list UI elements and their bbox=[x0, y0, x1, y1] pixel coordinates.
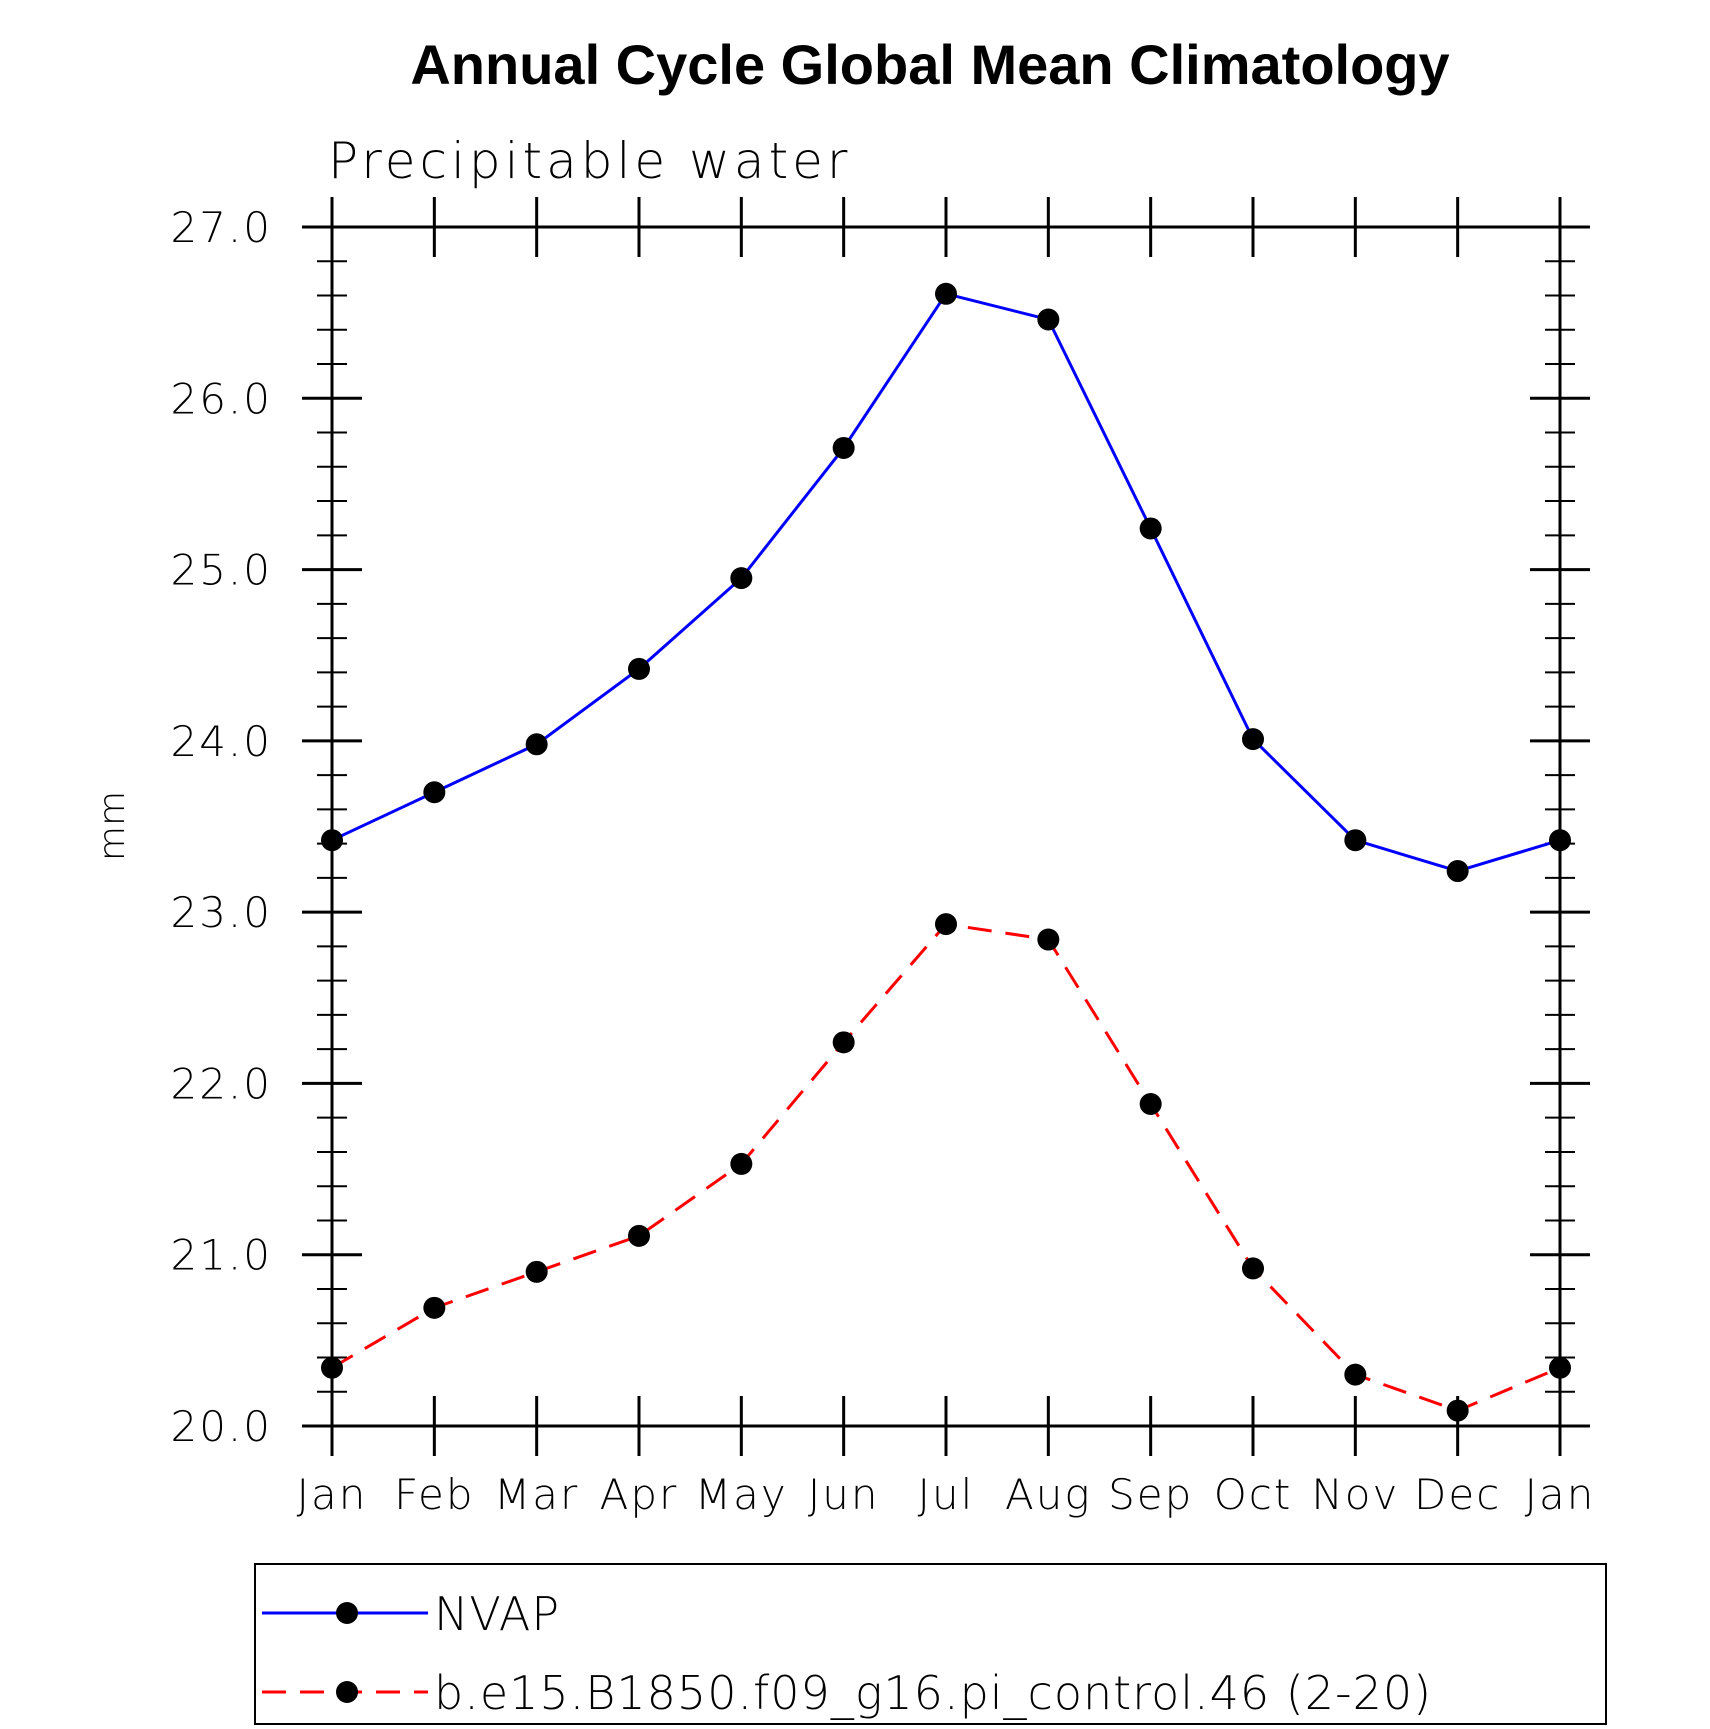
legend-entries: NVAP b.e15.B1850.f09_g16.pi_control.46 (2… bbox=[262, 1587, 1432, 1720]
y-axis-label: mm bbox=[92, 791, 133, 861]
data-point bbox=[1242, 728, 1264, 751]
data-point bbox=[628, 1224, 650, 1247]
data-point bbox=[1549, 1356, 1571, 1379]
data-point bbox=[525, 733, 548, 756]
data-point bbox=[1344, 829, 1367, 852]
data-point bbox=[1037, 308, 1060, 331]
x-tick-label: Nov bbox=[1311, 1470, 1399, 1519]
y-tick-label: 20.0 bbox=[170, 1402, 272, 1451]
x-tick-label: Mar bbox=[494, 1470, 579, 1519]
x-tick-label: Jan bbox=[297, 1470, 368, 1519]
series-layer bbox=[321, 282, 1571, 1422]
x-tick-label: Sep bbox=[1108, 1470, 1193, 1519]
chart-title: Annual Cycle Global Mean Climatology bbox=[410, 33, 1449, 96]
data-point bbox=[832, 436, 855, 459]
x-tick-label: Jul bbox=[918, 1470, 975, 1519]
y-tick-label: 24.0 bbox=[170, 717, 272, 766]
data-point bbox=[1139, 517, 1162, 540]
data-point bbox=[1446, 860, 1469, 883]
data-point bbox=[321, 829, 343, 852]
y-tick-label: 21.0 bbox=[170, 1231, 272, 1280]
data-point bbox=[1242, 1257, 1264, 1280]
series-line bbox=[331, 292, 1561, 873]
chart-subtitle: Precipitable water bbox=[328, 132, 852, 190]
axis-ticks bbox=[302, 197, 1590, 1456]
legend-marker bbox=[336, 1602, 358, 1624]
data-point bbox=[628, 657, 650, 680]
legend-label: NVAP bbox=[434, 1587, 560, 1641]
x-tick-label: May bbox=[695, 1470, 788, 1519]
data-point bbox=[1037, 928, 1060, 951]
x-tick-label: Feb bbox=[394, 1470, 474, 1519]
data-point bbox=[1139, 1092, 1162, 1115]
data-point bbox=[423, 1296, 446, 1319]
y-tick-label: 26.0 bbox=[170, 374, 272, 423]
data-point bbox=[832, 1031, 855, 1054]
x-tick-label: Jan bbox=[1525, 1470, 1596, 1519]
plot-frame bbox=[330, 225, 1562, 1428]
x-tick-label: Aug bbox=[1005, 1470, 1092, 1519]
data-point bbox=[1344, 1363, 1367, 1386]
x-tick-label: Jun bbox=[808, 1470, 880, 1519]
data-point bbox=[730, 567, 753, 590]
y-tick-label: 25.0 bbox=[170, 546, 272, 595]
data-point bbox=[321, 1356, 343, 1379]
x-tick-label: Oct bbox=[1214, 1470, 1293, 1519]
data-point bbox=[935, 913, 957, 936]
data-point bbox=[1446, 1399, 1469, 1422]
legend-box bbox=[254, 1563, 1607, 1725]
data-point bbox=[423, 781, 446, 804]
legend-marker bbox=[336, 1681, 358, 1703]
series-line bbox=[331, 922, 1561, 1413]
data-point bbox=[1549, 829, 1571, 852]
data-point bbox=[525, 1260, 548, 1283]
data-point bbox=[935, 282, 957, 305]
y-tick-label: 22.0 bbox=[170, 1059, 272, 1108]
x-tick-label: Dec bbox=[1414, 1470, 1501, 1519]
y-tick-label: 27.0 bbox=[170, 203, 272, 252]
legend-label: b.e15.B1850.f09_g16.pi_control.46 (2-20) bbox=[434, 1666, 1432, 1720]
x-tick-label: Apr bbox=[600, 1470, 679, 1519]
y-tick-label: 23.0 bbox=[170, 888, 272, 937]
legend: NVAP b.e15.B1850.f09_g16.pi_control.46 (2… bbox=[254, 1563, 1607, 1725]
tick-labels: Jan Feb Mar Apr May Jun Jul Aug Sep Oct Nov Dec Jan 2… bbox=[170, 203, 1596, 1519]
data-point bbox=[730, 1152, 753, 1175]
